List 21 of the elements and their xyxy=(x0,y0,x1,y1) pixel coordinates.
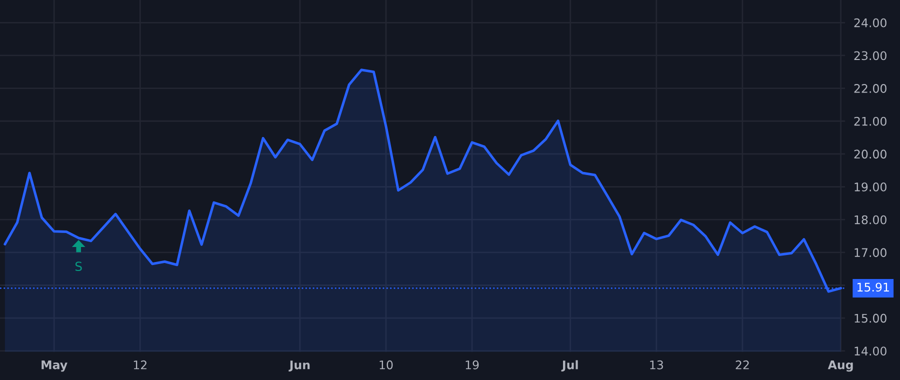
ref-line-label: 15.91 xyxy=(858,282,889,292)
x-tick-label: 22 xyxy=(736,360,749,370)
y-tick-label: 17.00 xyxy=(854,248,886,258)
x-tick-label: Jun xyxy=(288,360,310,372)
y-tick-label: 15.00 xyxy=(854,314,886,323)
y-tick-label: 20.00 xyxy=(854,150,886,159)
y-tick-label: 24.00 xyxy=(854,18,886,28)
x-tick-label: 19 xyxy=(466,360,479,370)
y-tick-label: 21.00 xyxy=(854,116,886,126)
x-tick-label: 13 xyxy=(650,360,663,370)
x-tick-label: May xyxy=(42,360,68,372)
y-tick-label: 22.00 xyxy=(854,84,886,93)
y-tick-label: 14.00 xyxy=(854,346,886,356)
x-tick-label: 10 xyxy=(380,360,393,370)
y-tick-label: 19.00 xyxy=(854,182,886,192)
y-tick-label: 18.00 xyxy=(854,215,886,224)
x-tick-label: Aug xyxy=(828,360,853,372)
x-tick-label: 12 xyxy=(134,360,146,370)
annotation: S xyxy=(75,262,82,272)
x-tick-label: Jul xyxy=(561,360,578,372)
y-tick-label: 23.00 xyxy=(854,51,886,60)
